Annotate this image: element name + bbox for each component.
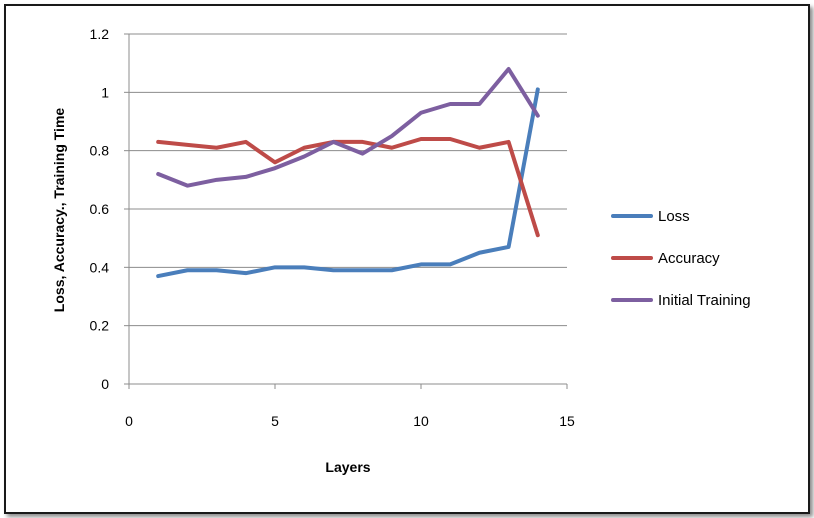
legend-label-initial-training: Initial Training xyxy=(658,292,751,309)
axes xyxy=(124,33,568,389)
x-axis-title: Layers xyxy=(325,459,370,475)
x-tick-label: 10 xyxy=(413,413,429,429)
chart-frame xyxy=(4,4,810,514)
y-tick-labels: 0 0.2 0.4 0.6 0.8 1 1.2 xyxy=(90,26,110,392)
y-tick-label: 1 xyxy=(101,84,109,100)
y-axis-title: Loss, Accuracy., Training Time xyxy=(51,108,67,313)
series-line-initial-training xyxy=(156,67,540,188)
y-tick-label: 1.2 xyxy=(90,26,110,42)
x-tick-label: 0 xyxy=(125,413,133,429)
legend: Loss Accuracy Initial Training xyxy=(611,208,751,309)
x-tick-label: 15 xyxy=(559,413,575,429)
x-tick-labels: 0 5 10 15 xyxy=(125,413,575,429)
legend-label-loss: Loss xyxy=(658,208,690,225)
y-tick-label: 0.4 xyxy=(90,259,110,275)
y-tick-label: 0.6 xyxy=(90,201,110,217)
x-tick-label: 5 xyxy=(271,413,279,429)
legend-label-accuracy: Accuracy xyxy=(658,250,720,267)
y-tick-label: 0.2 xyxy=(90,318,110,334)
series-line-accuracy xyxy=(156,137,540,238)
series-line-loss xyxy=(156,87,540,279)
series-lines xyxy=(156,67,540,279)
y-tick-label: 0.8 xyxy=(90,143,110,159)
y-tick-label: 0 xyxy=(101,376,109,392)
gridlines xyxy=(129,33,567,327)
